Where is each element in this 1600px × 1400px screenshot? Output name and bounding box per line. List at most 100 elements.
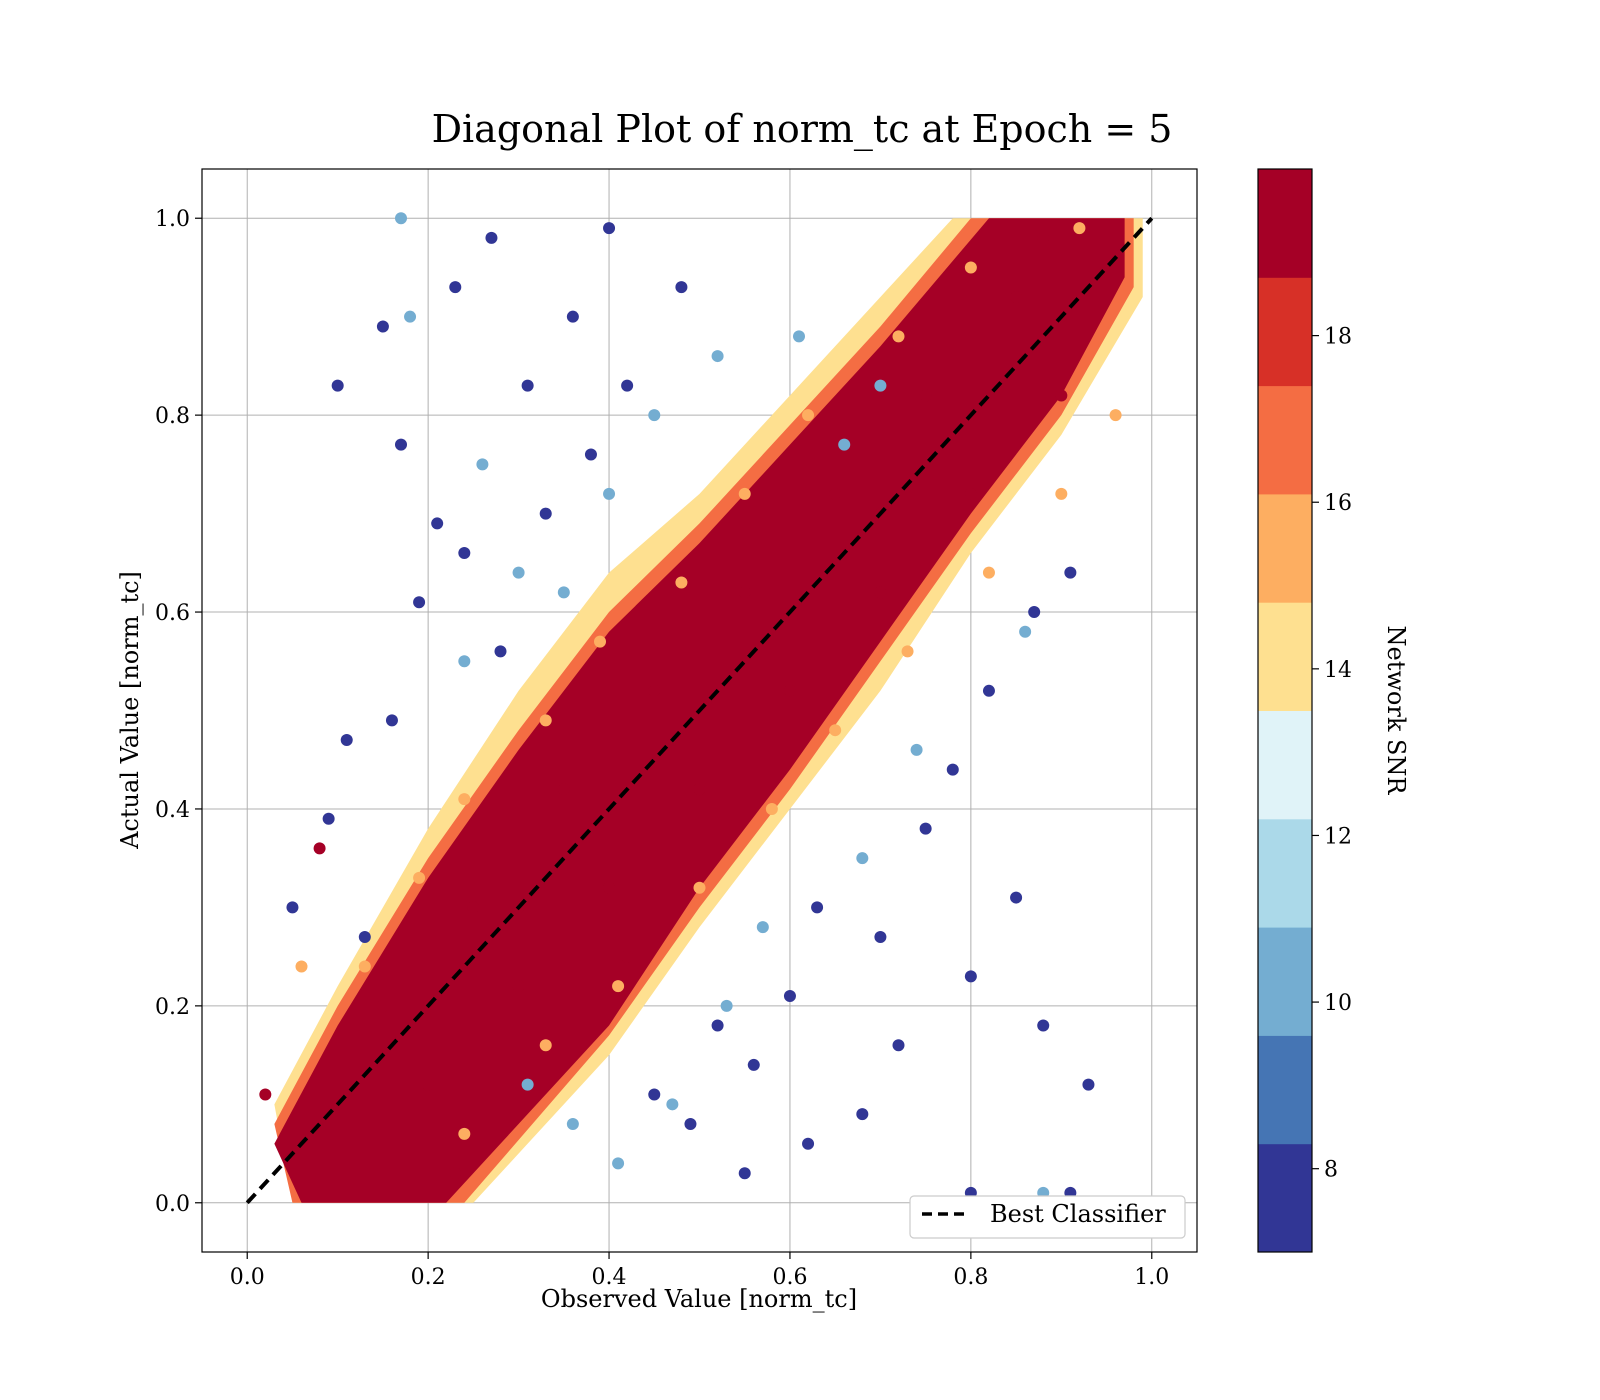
scatter-point (449, 1167, 462, 1180)
scatter-point (603, 881, 616, 894)
scatter-point (964, 261, 977, 274)
scatter-point (982, 566, 995, 579)
scatter-point (901, 645, 914, 658)
scatter-point (286, 901, 299, 914)
scatter-point (485, 231, 498, 244)
x-axis-ticks: 0.0 0.2 0.4 0.6 0.8 1.0 (230, 1252, 1169, 1290)
scatter-point (358, 960, 371, 973)
y-tick-label: 0.0 (155, 1192, 190, 1217)
colorbar-ticks: 8 10 12 14 16 18 (1312, 325, 1352, 1183)
colorbar-tick-label: 16 (1324, 491, 1352, 516)
scatter-point (946, 763, 959, 776)
scatter-point (566, 1118, 579, 1131)
scatter-point (512, 566, 525, 579)
scatter-point (322, 812, 335, 825)
scatter-point (376, 320, 389, 333)
scatter-point (313, 842, 326, 855)
y-tick-label: 1.0 (155, 207, 190, 232)
scatter-point (539, 507, 552, 520)
scatter-point (612, 980, 625, 993)
x-axis-label: Observed Value [norm_tc] (541, 1285, 857, 1313)
scatter-point (331, 379, 344, 392)
scatter-point (259, 1088, 272, 1101)
legend-label: Best Classifier (990, 1200, 1166, 1228)
scatter-point (738, 487, 751, 500)
scatter-point (557, 586, 570, 599)
best-classifier-line (245, 216, 1154, 1205)
reference-line-layer (245, 216, 1154, 1205)
legend: Best Classifier (909, 1195, 1186, 1239)
scatter-point (756, 921, 769, 934)
scatter-point (811, 901, 824, 914)
scatter-point (919, 822, 932, 835)
scatter-point (557, 783, 570, 796)
scatter-point (675, 576, 688, 589)
scatter-point (964, 970, 977, 983)
scatter-point (919, 389, 932, 402)
scatter-point (1055, 389, 1068, 402)
scatter-points (259, 212, 1143, 1203)
scatter-point (449, 281, 462, 294)
scatter-point (684, 1118, 697, 1131)
scatter-point (539, 1039, 552, 1052)
colorbar-frame (1257, 168, 1313, 1253)
x-tick-label: 0.2 (411, 1265, 446, 1290)
scatter-point (422, 1078, 435, 1091)
colorbar (1258, 169, 1312, 1253)
scatter-point (612, 1157, 625, 1170)
colorbar-tick-label: 12 (1324, 824, 1352, 849)
scatter-point (783, 684, 796, 697)
colorbar-segment (1258, 818, 1312, 928)
plot-frame (201, 168, 1198, 1253)
scatter-point (720, 999, 733, 1012)
scatter-point (783, 990, 796, 1003)
scatter-point (1082, 1078, 1095, 1091)
scatter-point (413, 596, 426, 609)
y-axis-label: Actual Value [norm_tc] (116, 571, 144, 850)
scatter-point (603, 222, 616, 235)
y-tick-label: 0.6 (155, 601, 190, 626)
scatter-point (648, 409, 661, 422)
scatter-point (413, 871, 426, 884)
scatter-point (1010, 891, 1023, 904)
colorbar-segment (1258, 1143, 1312, 1253)
y-tick-label: 0.2 (155, 995, 190, 1020)
y-tick-label: 0.4 (155, 798, 190, 823)
colorbar-tick-label: 8 (1324, 1158, 1338, 1183)
scatter-point (494, 645, 507, 658)
colorbar-tick-label: 10 (1324, 991, 1352, 1016)
colorbar-tick-label: 14 (1324, 658, 1352, 683)
scatter-point (603, 487, 616, 500)
scatter-point (1109, 409, 1122, 422)
legend-box (909, 1195, 1186, 1239)
scatter-point (621, 950, 634, 963)
scatter-point (1064, 566, 1077, 579)
scatter-point (1037, 231, 1050, 244)
scatter-point (458, 793, 471, 806)
x-tick-label: 0.8 (953, 1265, 988, 1290)
scatter-point (892, 330, 905, 343)
y-axis-ticks: 0.0 0.2 0.4 0.6 0.8 1.0 (155, 207, 202, 1217)
scatter-point (693, 783, 706, 796)
scatter-point (1010, 290, 1023, 303)
colorbar-segment (1258, 493, 1312, 603)
scatter-point (594, 635, 606, 648)
scatter-point (395, 212, 407, 225)
scatter-point (982, 684, 995, 697)
scatter-point (1019, 625, 1032, 638)
scatter-point (892, 1039, 905, 1052)
scatter-point (566, 310, 579, 323)
scatter-point (856, 1108, 869, 1121)
scatter-point (1028, 606, 1041, 619)
scatter-point (874, 379, 887, 392)
scatter-point (1037, 1019, 1050, 1032)
scatter-point (856, 852, 869, 865)
scatter-point (675, 281, 688, 294)
colorbar-tick-label: 18 (1324, 325, 1352, 350)
scatter-point (1055, 487, 1068, 500)
scatter-point (521, 379, 534, 392)
scatter-point (793, 330, 805, 343)
scatter-point (802, 1137, 815, 1150)
scatter-point (802, 409, 815, 422)
